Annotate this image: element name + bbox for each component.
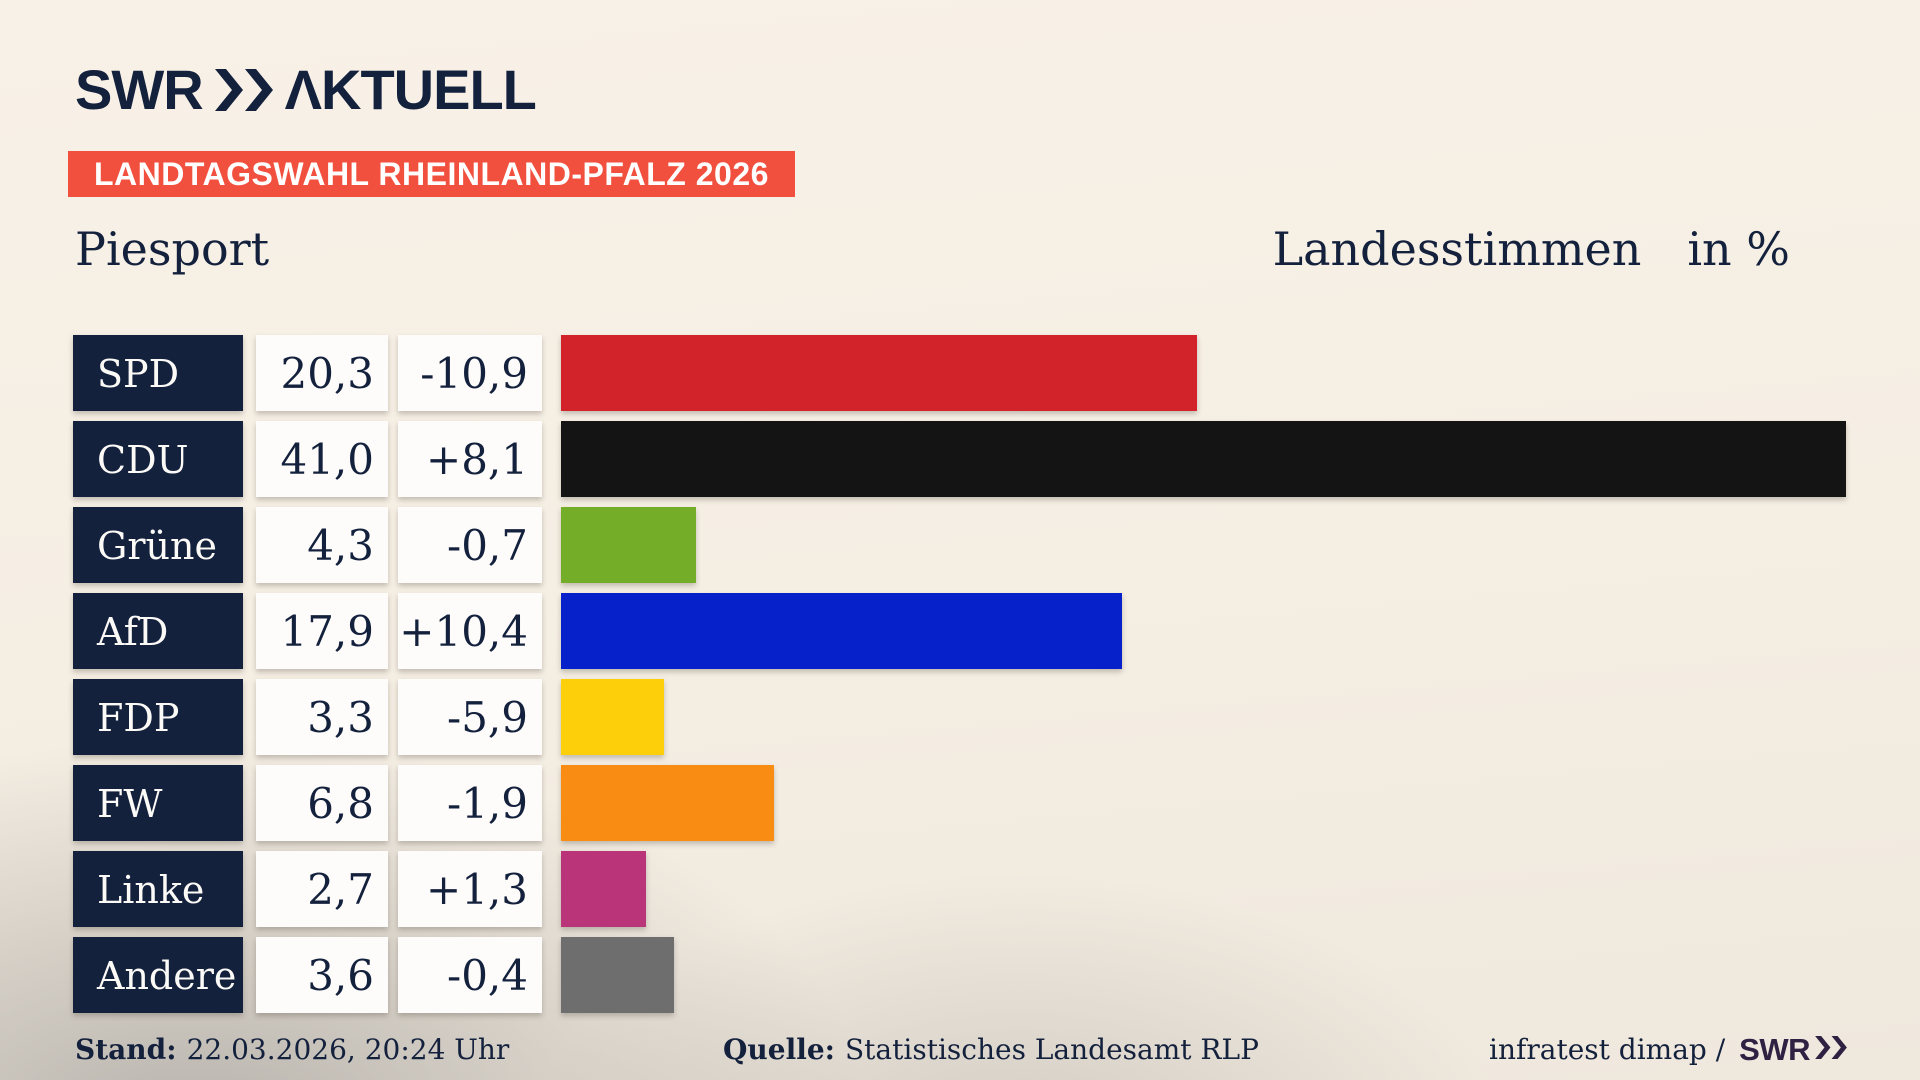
credit: infratest dimap / SWR bbox=[1489, 1024, 1847, 1076]
result-bar bbox=[561, 937, 674, 1013]
result-row: Linke 2,7 +1,3 bbox=[73, 851, 1873, 927]
party-name-box: FW bbox=[73, 765, 243, 841]
vote-share-box: 17,9 bbox=[256, 593, 388, 669]
footer-swr-chevrons-icon bbox=[1815, 1024, 1847, 1076]
result-bar bbox=[561, 335, 1197, 411]
result-row: Grüne 4,3 -0,7 bbox=[73, 507, 1873, 583]
footer: Stand: 22.03.2026, 20:24 Uhr Quelle: Stati… bbox=[0, 1024, 1920, 1076]
vote-share-box: 20,3 bbox=[256, 335, 388, 411]
vote-change-box: -1,9 bbox=[398, 765, 542, 841]
vote-type-heading: Landesstimmen in % bbox=[1273, 222, 1790, 276]
party-name-box: Andere bbox=[73, 937, 243, 1013]
result-row: Andere 3,6 -0,4 bbox=[73, 937, 1873, 1013]
swr-aktuell-logo: SWR ΛKTUELL bbox=[75, 58, 537, 121]
stand-value: 22.03.2026, 20:24 Uhr bbox=[186, 1033, 510, 1066]
result-row: AfD 17,9 +10,4 bbox=[73, 593, 1873, 669]
result-bar bbox=[561, 593, 1122, 669]
footer-swr-wordmark: SWR bbox=[1739, 1032, 1810, 1067]
result-bar bbox=[561, 765, 774, 841]
vote-share-box: 3,6 bbox=[256, 937, 388, 1013]
result-bar bbox=[561, 851, 646, 927]
vote-share-box: 4,3 bbox=[256, 507, 388, 583]
party-name-box: CDU bbox=[73, 421, 243, 497]
aktuell-wordmark: ΛKTUELL bbox=[284, 58, 537, 121]
vote-share-box: 2,7 bbox=[256, 851, 388, 927]
result-row: FW 6,8 -1,9 bbox=[73, 765, 1873, 841]
source-name: Statistisches Landesamt RLP bbox=[845, 1033, 1259, 1066]
vote-change-box: -10,9 bbox=[398, 335, 542, 411]
vote-share-box: 3,3 bbox=[256, 679, 388, 755]
vote-change-box: +10,4 bbox=[398, 593, 542, 669]
vote-share-box: 6,8 bbox=[256, 765, 388, 841]
vote-change-box: +1,3 bbox=[398, 851, 542, 927]
vote-change-box: -0,7 bbox=[398, 507, 542, 583]
source-label: Quelle: bbox=[723, 1033, 835, 1066]
party-name-box: AfD bbox=[73, 593, 243, 669]
result-bar bbox=[561, 507, 696, 583]
result-row: CDU 41,0 +8,1 bbox=[73, 421, 1873, 497]
party-name-box: Linke bbox=[73, 851, 243, 927]
party-name-box: Grüne bbox=[73, 507, 243, 583]
municipality-name: Piesport bbox=[75, 222, 270, 276]
vote-change-box: -0,4 bbox=[398, 937, 542, 1013]
result-bar bbox=[561, 421, 1846, 497]
result-row: SPD 20,3 -10,9 bbox=[73, 335, 1873, 411]
election-title-banner: LANDTAGSWAHL RHEINLAND-PFALZ 2026 bbox=[68, 151, 795, 197]
party-name-box: SPD bbox=[73, 335, 243, 411]
vote-change-box: +8,1 bbox=[398, 421, 542, 497]
logo-chevrons-icon bbox=[214, 69, 273, 111]
credit-text: infratest dimap / bbox=[1489, 1033, 1726, 1066]
result-bar bbox=[561, 679, 664, 755]
stand-label: Stand: bbox=[75, 1033, 177, 1066]
vote-change-box: -5,9 bbox=[398, 679, 542, 755]
party-name-box: FDP bbox=[73, 679, 243, 755]
data-source: Quelle: Statistisches Landesamt RLP bbox=[723, 1024, 1259, 1076]
results-bar-chart: SPD 20,3 -10,9 CDU 41,0 +8,1 Grüne 4,3 -… bbox=[73, 335, 1873, 1023]
footer-swr-logo: SWR bbox=[1739, 1024, 1847, 1076]
vote-type-label: Landesstimmen bbox=[1272, 222, 1642, 276]
unit-label: in % bbox=[1687, 222, 1790, 276]
result-row: FDP 3,3 -5,9 bbox=[73, 679, 1873, 755]
swr-wordmark: SWR bbox=[75, 58, 204, 121]
vote-share-box: 41,0 bbox=[256, 421, 388, 497]
stand-timestamp: Stand: 22.03.2026, 20:24 Uhr bbox=[75, 1024, 509, 1076]
